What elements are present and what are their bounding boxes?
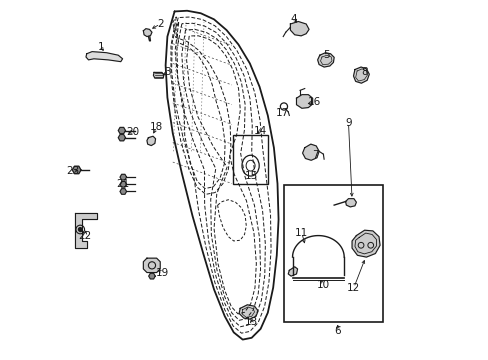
Polygon shape bbox=[287, 267, 297, 276]
Text: 15: 15 bbox=[244, 171, 257, 181]
Text: 22: 22 bbox=[78, 231, 91, 240]
Text: 9: 9 bbox=[345, 118, 351, 128]
Text: 20: 20 bbox=[126, 127, 139, 136]
Polygon shape bbox=[153, 72, 163, 78]
Polygon shape bbox=[147, 136, 155, 145]
Text: 7: 7 bbox=[311, 150, 318, 160]
Polygon shape bbox=[120, 174, 126, 180]
Text: 4: 4 bbox=[290, 14, 297, 24]
Text: 11: 11 bbox=[295, 228, 308, 238]
Circle shape bbox=[78, 228, 82, 231]
Text: 10: 10 bbox=[316, 280, 329, 290]
Text: 8: 8 bbox=[361, 67, 367, 77]
Text: 19: 19 bbox=[156, 267, 169, 278]
Text: 17: 17 bbox=[275, 108, 288, 118]
Polygon shape bbox=[239, 305, 258, 319]
Polygon shape bbox=[72, 166, 81, 174]
Polygon shape bbox=[317, 53, 333, 67]
Polygon shape bbox=[148, 37, 150, 41]
Text: 21: 21 bbox=[117, 179, 130, 189]
Polygon shape bbox=[120, 181, 126, 187]
Polygon shape bbox=[290, 22, 308, 36]
Polygon shape bbox=[118, 135, 125, 141]
Text: 12: 12 bbox=[346, 283, 360, 293]
Text: 23: 23 bbox=[66, 166, 80, 176]
Text: 1: 1 bbox=[98, 42, 104, 52]
Text: 5: 5 bbox=[322, 50, 329, 60]
Polygon shape bbox=[353, 67, 368, 83]
Polygon shape bbox=[296, 95, 312, 108]
Text: 3: 3 bbox=[164, 67, 170, 77]
Polygon shape bbox=[118, 127, 125, 134]
Text: 13: 13 bbox=[244, 317, 258, 327]
Polygon shape bbox=[120, 189, 126, 194]
Text: 6: 6 bbox=[334, 326, 340, 336]
Polygon shape bbox=[143, 29, 152, 37]
Polygon shape bbox=[302, 144, 319, 160]
Polygon shape bbox=[345, 199, 356, 207]
Polygon shape bbox=[86, 51, 122, 62]
Polygon shape bbox=[75, 213, 97, 248]
Polygon shape bbox=[148, 273, 155, 279]
Polygon shape bbox=[143, 258, 160, 273]
Text: 18: 18 bbox=[150, 122, 163, 132]
Text: 2: 2 bbox=[157, 19, 163, 29]
Text: 14: 14 bbox=[253, 126, 267, 135]
Polygon shape bbox=[351, 230, 379, 257]
Text: 16: 16 bbox=[307, 97, 321, 107]
